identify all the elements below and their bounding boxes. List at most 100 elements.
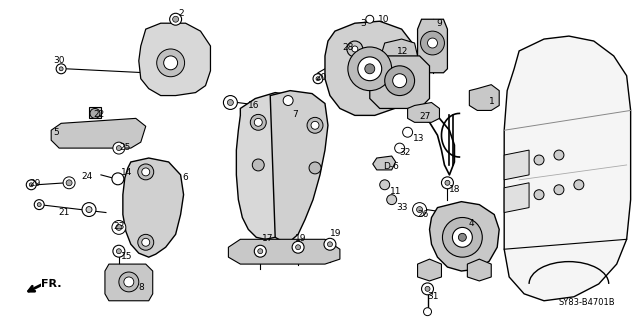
Circle shape [327,242,333,247]
Circle shape [254,118,262,126]
Circle shape [34,200,44,210]
Circle shape [283,96,293,106]
Circle shape [413,203,427,217]
Text: 11: 11 [390,187,401,196]
Polygon shape [429,202,499,271]
Circle shape [534,190,544,200]
Circle shape [82,203,96,217]
Polygon shape [505,150,529,180]
Circle shape [459,233,466,241]
Circle shape [365,64,375,74]
Circle shape [452,228,472,247]
Circle shape [387,195,397,204]
Polygon shape [139,23,210,96]
Text: 20: 20 [315,73,326,82]
Text: 33: 33 [397,203,408,212]
Polygon shape [89,108,101,118]
Polygon shape [51,118,146,148]
Circle shape [26,180,36,190]
Text: 28: 28 [342,43,354,52]
Circle shape [250,114,266,130]
Circle shape [113,142,125,154]
Circle shape [63,177,75,189]
Circle shape [395,143,404,153]
Circle shape [348,47,392,91]
Text: 1: 1 [489,97,495,106]
Polygon shape [229,239,340,264]
Polygon shape [505,183,529,212]
Circle shape [443,218,482,257]
Text: 13: 13 [413,134,424,143]
Circle shape [142,238,150,246]
Circle shape [420,31,445,55]
Text: 27: 27 [420,112,431,121]
Text: 14: 14 [121,168,132,177]
Circle shape [352,46,358,52]
Circle shape [90,108,100,118]
Circle shape [424,308,431,316]
Circle shape [258,249,262,254]
Polygon shape [105,264,153,301]
Circle shape [112,220,126,234]
Circle shape [554,185,564,195]
Text: 23: 23 [113,222,124,231]
Text: 32: 32 [399,148,411,157]
Text: 2: 2 [178,9,184,18]
Polygon shape [369,56,429,108]
Polygon shape [373,156,396,170]
Circle shape [422,283,434,295]
Circle shape [124,277,134,287]
Polygon shape [469,85,499,110]
Polygon shape [236,92,312,239]
Polygon shape [382,39,418,65]
Text: D-6: D-6 [383,162,399,171]
Text: FR.: FR. [41,279,62,289]
Circle shape [324,238,336,250]
Circle shape [173,16,178,22]
Text: 16: 16 [248,100,260,109]
Circle shape [392,74,406,88]
Text: 6: 6 [183,173,189,182]
Circle shape [534,155,544,165]
Circle shape [138,164,154,180]
Circle shape [138,234,154,250]
Text: 18: 18 [450,185,461,194]
Circle shape [86,207,92,212]
Text: 30: 30 [53,56,65,65]
Text: 9: 9 [436,19,442,28]
Text: 12: 12 [397,47,408,56]
Circle shape [385,66,415,96]
Text: 15: 15 [121,252,132,261]
Circle shape [56,64,66,74]
Circle shape [164,56,178,70]
Circle shape [313,74,323,84]
Circle shape [427,38,438,48]
Circle shape [441,177,454,189]
Polygon shape [418,19,447,73]
Circle shape [574,180,584,190]
Circle shape [37,203,41,207]
Text: SY83-B4701B: SY83-B4701B [559,298,615,307]
Text: 22: 22 [93,110,104,119]
Circle shape [311,121,319,129]
Circle shape [119,272,139,292]
Circle shape [309,162,321,174]
Polygon shape [468,259,491,281]
Circle shape [417,207,422,212]
Text: 19: 19 [330,229,341,238]
Circle shape [366,15,374,23]
Circle shape [66,180,72,186]
Circle shape [316,77,320,81]
Text: 17: 17 [262,234,274,243]
Circle shape [112,173,124,185]
Polygon shape [418,259,441,281]
Text: 5: 5 [53,128,59,137]
Text: 25: 25 [119,143,130,152]
Circle shape [117,249,122,254]
Text: 21: 21 [58,208,69,217]
Circle shape [117,146,122,151]
Circle shape [380,180,390,190]
Polygon shape [270,91,328,241]
Polygon shape [325,21,415,116]
Text: 31: 31 [427,292,439,301]
